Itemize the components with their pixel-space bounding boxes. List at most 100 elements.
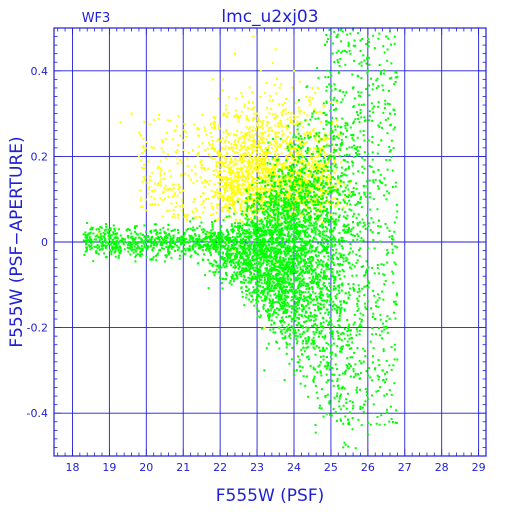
scatter-point: [211, 207, 214, 210]
scatter-point: [308, 215, 311, 218]
scatter-point: [185, 215, 188, 218]
scatter-point: [281, 103, 285, 107]
scatter-point: [319, 175, 322, 178]
scatter-point: [330, 190, 333, 193]
scatter-point: [232, 202, 235, 205]
scatter-point: [276, 307, 279, 310]
scatter-point: [300, 144, 303, 147]
scatter-point: [309, 147, 312, 150]
scatter-point: [287, 111, 290, 114]
scatter-point: [273, 173, 276, 176]
scatter-point: [308, 269, 311, 272]
scatter-point: [232, 192, 235, 195]
scatter-point: [355, 253, 358, 256]
scatter-point: [270, 219, 273, 222]
scatter-point: [227, 96, 230, 99]
scatter-point: [312, 129, 315, 132]
scatter-point: [276, 122, 279, 125]
scatter-point: [170, 202, 173, 205]
scatter-point: [358, 317, 361, 320]
scatter-point: [137, 236, 140, 239]
scatter-point: [316, 324, 319, 327]
scatter-point: [296, 196, 299, 199]
scatter-point: [284, 139, 287, 142]
scatter-point: [283, 379, 286, 382]
scatter-point: [314, 233, 317, 236]
scatter-point: [232, 188, 235, 191]
scatter-point: [338, 239, 341, 242]
scatter-point: [312, 160, 315, 163]
scatter-point: [331, 130, 334, 133]
scatter-point: [229, 174, 232, 177]
scatter-point: [333, 157, 336, 160]
scatter-point: [321, 349, 324, 352]
scatter-point: [262, 207, 265, 210]
scatter-point: [299, 186, 302, 189]
scatter-point: [283, 260, 286, 263]
scatter-point: [149, 239, 152, 242]
scatter-point: [267, 146, 270, 149]
scatter-point: [233, 207, 236, 210]
scatter-point: [254, 133, 257, 136]
scatter-point: [233, 266, 236, 269]
scatter-point: [359, 196, 362, 199]
scatter-point: [213, 148, 216, 151]
scatter-point: [322, 230, 325, 233]
scatter-point: [168, 169, 171, 172]
scatter-point: [310, 298, 313, 301]
scatter-point: [303, 155, 306, 158]
scatter-point: [246, 174, 249, 177]
scatter-point: [347, 323, 350, 326]
scatter-point: [233, 52, 237, 55]
scatter-point: [335, 297, 338, 300]
scatter-point: [304, 220, 307, 223]
scatter-point: [331, 335, 334, 338]
scatter-point: [259, 266, 262, 269]
scatter-point: [271, 208, 274, 211]
scatter-point: [310, 165, 313, 168]
scatter-point: [260, 278, 263, 281]
scatter-point: [253, 117, 256, 120]
scatter-point: [213, 232, 216, 235]
scatter-point: [291, 141, 294, 144]
scatter-point: [242, 175, 245, 178]
scatter-point: [182, 189, 185, 192]
scatter-point: [281, 289, 284, 292]
scatter-point: [334, 287, 337, 290]
scatter-point: [277, 170, 280, 173]
scatter-point: [258, 235, 261, 238]
scatter-point: [310, 157, 313, 160]
scatter-point: [324, 312, 327, 315]
scatter-point: [251, 134, 254, 137]
scatter-point: [317, 176, 320, 179]
scatter-point: [301, 162, 304, 165]
scatter-point: [115, 242, 118, 245]
scatter-point: [264, 189, 267, 192]
scatter-point: [325, 347, 328, 350]
scatter-point: [339, 254, 342, 257]
scatter-point: [153, 197, 156, 200]
scatter-point: [301, 181, 304, 184]
scatter-point: [274, 159, 277, 162]
scatter-point: [268, 301, 271, 304]
scatter-point: [242, 178, 245, 181]
scatter-point: [300, 152, 303, 155]
scatter-point: [135, 254, 138, 257]
scatter-point: [250, 180, 253, 183]
scatter-point: [104, 238, 107, 241]
scatter-point: [329, 352, 332, 355]
scatter-point: [324, 202, 327, 205]
scatter-point: [319, 332, 322, 335]
scatter-point: [269, 246, 272, 249]
scatter-point: [284, 298, 287, 301]
scatter-point: [211, 225, 214, 228]
scatter-point: [319, 370, 322, 373]
scatter-point: [253, 186, 256, 189]
scatter-point: [211, 228, 214, 231]
scatter-point: [102, 243, 105, 246]
scatter-point: [247, 281, 250, 284]
scatter-point: [297, 213, 300, 216]
scatter-point: [261, 163, 264, 166]
scatter-point: [271, 180, 274, 183]
scatter-point: [301, 159, 304, 162]
